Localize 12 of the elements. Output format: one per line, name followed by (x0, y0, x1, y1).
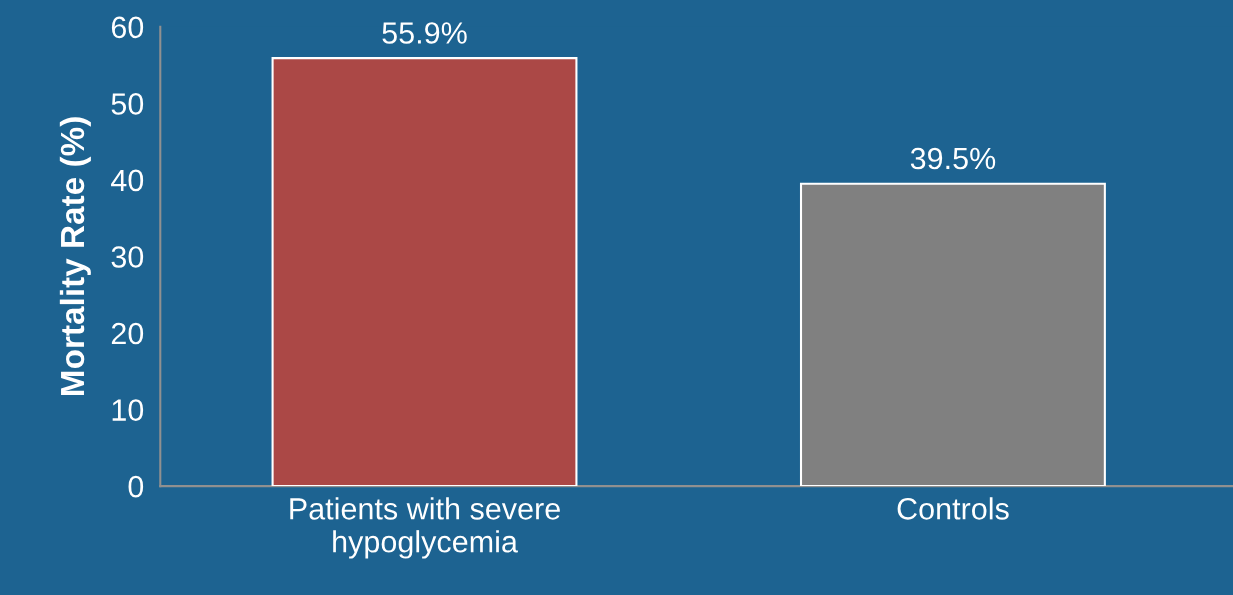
y-tick-label: 50 (111, 93, 144, 115)
y-tick-label: 40 (111, 169, 144, 192)
y-tick-label: 10 (112, 399, 144, 421)
data-label: 55.9% (382, 22, 467, 44)
y-tick-label: 60 (111, 16, 144, 39)
x-tick-label: Controls (897, 497, 1009, 520)
data-label: 39.5% (910, 147, 996, 170)
y-tick-label: 20 (111, 322, 144, 345)
y-tick-label: 30 (111, 246, 144, 268)
y-axis-title: Mortality Rate (%) (59, 117, 91, 395)
x-tick-label: Patients with severe hypoglycemia (290, 497, 560, 559)
y-tick-label: 0 (128, 475, 144, 498)
